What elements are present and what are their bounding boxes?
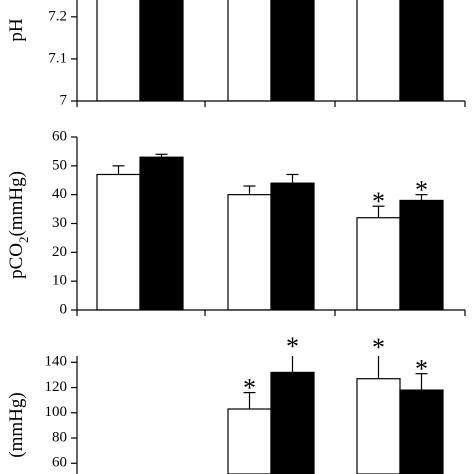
y-tick-label: 140 [45,354,68,370]
error-bar [415,373,428,391]
bar [139,156,184,310]
y-tick-label: 100 [45,404,68,420]
y-tick-label: 60 [52,128,67,144]
y-tick-label: 60 [52,455,67,471]
y-tick-label: 7 [60,92,68,108]
plot-area [96,0,444,101]
y-tick-label: 20 [52,244,67,260]
y-axis-label-unit: (mmHg) [6,171,27,236]
y-tick-label: 7.2 [48,8,67,24]
error-bar [112,165,125,175]
significance-mark: * [372,187,385,216]
panel: * * 0 10 20 30 40 50 60 pCO2(mmHg) [6,128,466,317]
panel: * * * * 60 80 100 120 140 (mmHg) [6,332,444,474]
y-tick-label: 7.1 [48,50,67,66]
y-tick-label: 30 [52,215,67,231]
significance-mark: * [415,355,428,384]
y-tick-label: 120 [45,379,68,395]
y-tick-label: 80 [52,429,67,445]
bar [227,0,272,101]
error-bar [415,194,428,201]
error-bar [291,356,294,373]
bar [227,194,272,310]
plot-area [96,153,444,310]
bar [227,408,272,474]
significance-mark: * [415,176,428,205]
bar [399,199,444,310]
error-bar [243,185,256,195]
bar [356,378,401,474]
error-bar [155,153,168,158]
y-axis-label: pH [6,18,27,42]
significance-mark: * [243,374,256,403]
bar [356,0,401,101]
bar [399,389,444,474]
bar [270,0,315,101]
y-axis-label-main: pH [6,18,27,42]
bar [356,217,401,310]
y-tick-label: 10 [52,273,67,289]
bar [139,0,184,101]
y-tick-label: 0 [60,301,68,317]
bar [270,182,315,310]
error-bar [286,173,299,184]
bar [399,0,444,101]
y-axis-label: pCO2(mmHg) [6,171,31,279]
error-bar [377,356,380,379]
error-bar [372,205,385,218]
significance-mark: * [286,332,299,361]
bar [96,0,141,101]
bar [270,371,315,474]
y-axis-label-sub: 2 [16,237,31,244]
y-tick-label: 40 [52,186,67,202]
bar [96,173,141,310]
y-axis-label-main: pCO [6,243,27,279]
y-axis-label-main: (mmHg) [6,392,27,457]
panel: 7 7.1 7.2 pH [6,0,466,108]
error-bar [243,391,256,410]
significance-mark: * [372,333,385,362]
plot-area [227,356,444,474]
y-axis-label: (mmHg) [6,392,27,457]
y-tick-label: 50 [52,157,67,173]
